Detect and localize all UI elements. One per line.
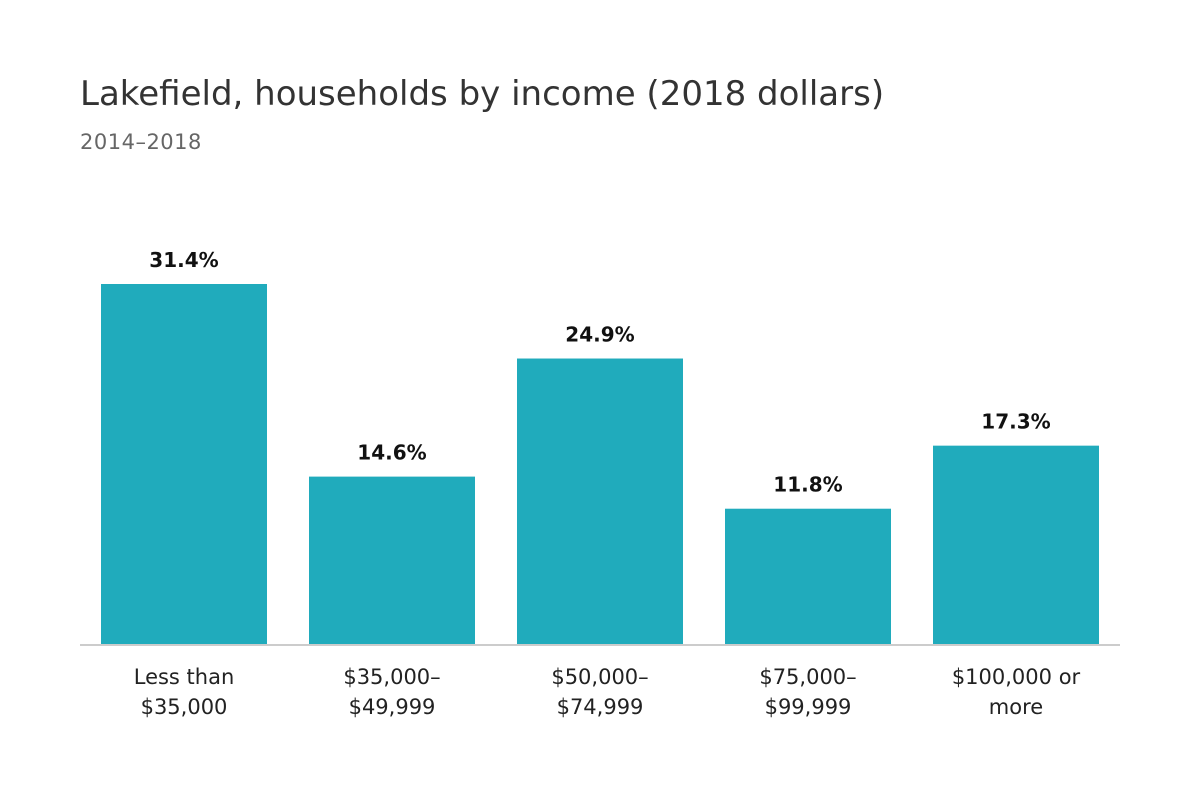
category-label: $49,999 [349,695,436,719]
category-label: $75,000– [759,665,856,689]
bar [933,445,1099,644]
value-labels-group: 31.4% 14.6% 24.9% 11.8% 17.3% [149,248,1050,497]
bar-value-label: 31.4% [149,248,218,272]
category-label: $35,000– [343,665,440,689]
category-label: $74,999 [557,695,644,719]
bar [517,358,683,644]
chart-subtitle: 2014–2018 [80,130,202,154]
category-labels-group: Less than $35,000 $35,000– $49,999 $50,000– $… [134,665,1081,719]
bar-value-label: 11.8% [773,473,842,497]
bar-value-label: 17.3% [981,410,1050,434]
category-label: $100,000 or [952,665,1081,689]
bar [309,476,475,644]
bar [725,508,891,644]
bars-group [101,284,1099,644]
chart-title: Lakefield, households by income (2018 do… [80,74,885,114]
category-label: $50,000– [551,665,648,689]
bar-value-label: 14.6% [357,441,426,465]
bar [101,284,267,644]
category-label: Less than [134,665,235,689]
category-label: more [989,695,1043,719]
category-label: $35,000 [141,695,228,719]
bar-value-label: 24.9% [565,323,634,347]
category-label: $99,999 [765,695,852,719]
